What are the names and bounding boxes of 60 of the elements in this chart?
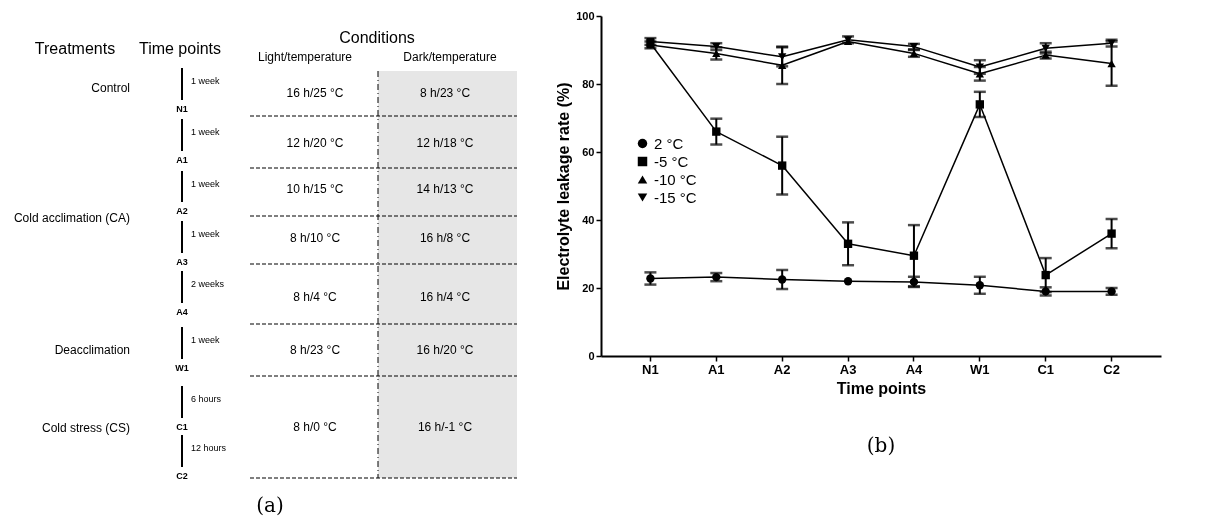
x-axis-title: Time points [836,379,927,397]
text: 8 h/23 °C [289,343,341,357]
x-tick-label: A4 [905,361,924,377]
legend-label: 2 °C [654,134,684,152]
text: 6 hours [191,394,222,404]
y-tick-label: 80 [582,77,595,90]
text: 1 week [191,127,221,137]
x-tick-label: C2 [1103,361,1120,377]
y-tick-label: 60 [582,145,595,158]
text: 16 h/20 °C [416,343,474,357]
text: 12 h/18 °C [416,136,474,150]
y-tick-label: 20 [582,281,595,294]
text: 8 h/23 °C [419,86,471,100]
text: C1 [176,422,188,432]
text: 1 week [191,179,221,189]
text: 2 weeks [191,279,225,289]
text: 8 h/4 °C [293,290,338,304]
x-tick-label: A3 [839,361,857,377]
text: Treatments [34,40,116,57]
y-tick-label: 0 [588,349,595,362]
text: A3 [176,257,188,267]
text: 8 h/10 °C [289,231,341,245]
legend-label: -5 °C [654,152,689,170]
text: 16 h/8 °C [419,231,471,245]
text: 8 h/0 °C [293,420,338,434]
text: Time points [138,40,222,57]
text: A2 [176,206,188,216]
y-tick-label: 100 [576,9,595,22]
text: (b) [866,433,896,457]
text: A4 [176,307,188,317]
text: Dark/temperature [403,50,498,64]
text: 16 h/25 °C [286,86,344,100]
text: 14 h/13 °C [416,182,474,196]
x-tick-label: A2 [773,361,791,377]
text: A1 [176,155,188,165]
text: C2 [176,471,188,481]
text: 1 week [191,335,221,345]
text: 16 h/-1 °C [417,420,473,434]
legend-label: -15 °C [654,188,697,206]
y-tick-label: 40 [582,213,595,226]
text: Conditions [339,29,415,46]
text: Cold acclimation (CA) [13,211,130,225]
text: N1 [176,104,188,114]
x-tick-label: N1 [642,361,659,377]
text: 1 week [191,229,221,239]
legend-label: -10 °C [654,170,697,188]
text: (a) [256,493,284,517]
text: 16 h/4 °C [419,290,471,304]
text: 12 h/20 °C [286,136,344,150]
text: Control [91,81,130,95]
y-axis-title: Electrolyte leakage rate (%) [555,82,573,291]
x-tick-label: A1 [707,361,725,377]
text: 1 week [191,76,221,86]
text: Cold stress (CS) [41,421,130,435]
text: Light/temperature [257,50,353,64]
text: 10 h/15 °C [286,182,344,196]
x-tick-label: W1 [970,361,990,377]
text: 12 hours [191,443,227,453]
text: Deacclimation [54,343,130,357]
x-tick-label: C1 [1037,361,1055,377]
